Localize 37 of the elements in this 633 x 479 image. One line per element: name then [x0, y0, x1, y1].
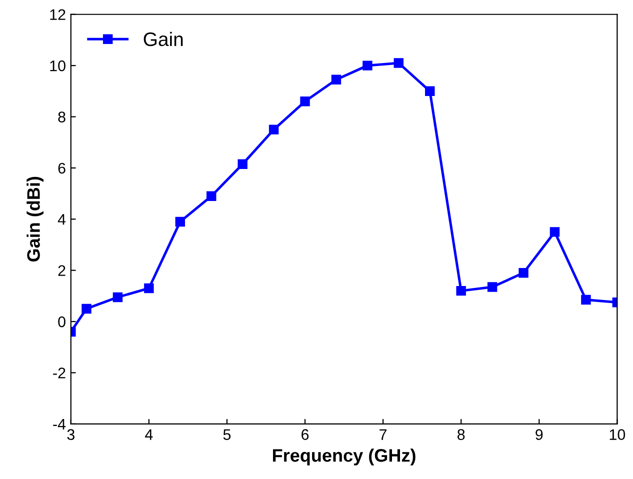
point [112, 292, 123, 302]
x-tick-label: 4 [145, 429, 153, 440]
point [268, 124, 279, 134]
x-tick-label: 6 [302, 429, 309, 440]
point [456, 286, 466, 296]
y-tick-label: 2 [58, 265, 66, 276]
point [82, 304, 92, 314]
point [487, 282, 498, 292]
x-tick-label: 5 [223, 429, 231, 440]
y-tick-label: -4 [53, 418, 66, 430]
point [550, 227, 560, 237]
y-tick-label: 10 [50, 60, 66, 72]
point [300, 96, 310, 106]
point [331, 74, 342, 85]
point [238, 159, 248, 169]
x-tick-label: 9 [536, 429, 543, 440]
point [425, 86, 435, 96]
x-axis-title: Frequency (GHz) [273, 448, 416, 466]
y-tick-label: 6 [58, 162, 66, 174]
x-tick-label: 3 [67, 429, 74, 440]
point [175, 216, 186, 227]
point [362, 60, 372, 70]
point [394, 58, 404, 68]
y-tick-label: 12 [50, 9, 66, 20]
x-tick-label: 8 [458, 429, 465, 440]
legend-label: Gain [144, 32, 183, 46]
point [581, 294, 591, 305]
x-tick-label: 7 [380, 429, 387, 440]
point [518, 268, 528, 278]
x-tick-label: 10 [610, 429, 626, 440]
y-tick-label: 0 [58, 316, 66, 328]
y-tick-label: 8 [58, 112, 66, 122]
y-tick-label: 4 [58, 214, 66, 225]
y-tick-label: -2 [53, 368, 66, 378]
point [144, 283, 154, 294]
y-axis-title: Gain (dBi) [26, 176, 44, 262]
point [206, 191, 216, 201]
